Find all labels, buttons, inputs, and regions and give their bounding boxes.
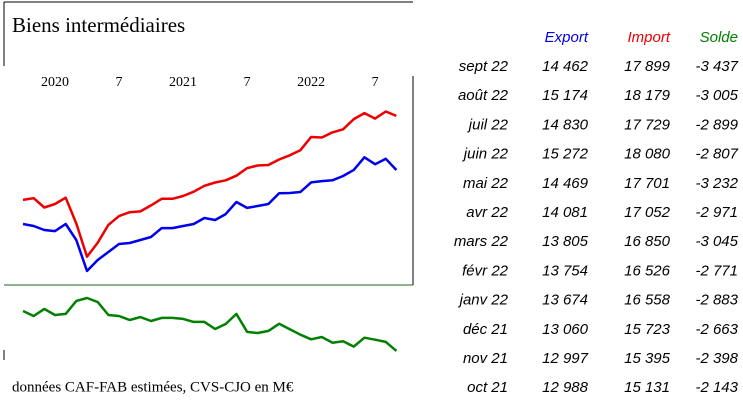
x-tick-label: 2021 <box>169 75 197 90</box>
x-tick-label: 2022 <box>297 75 325 90</box>
table-cell: 18 080 <box>624 146 671 163</box>
footnote: données CAF-FAB estimées, CVS-CJO en M€ <box>12 379 294 395</box>
table-cell: 17 052 <box>624 204 671 221</box>
table-cell: 13 674 <box>542 292 588 309</box>
table-cell: 15 723 <box>624 321 671 338</box>
table-cell: -2 971 <box>695 204 738 221</box>
table-cell: -2 883 <box>695 292 738 309</box>
x-tick-label: 2020 <box>41 75 69 90</box>
table-cell: 15 272 <box>542 146 589 163</box>
x-tick-label: 7 <box>116 75 123 90</box>
row-label: janv 22 <box>458 292 509 309</box>
row-label: févr 22 <box>462 262 509 279</box>
row-label: nov 21 <box>463 350 508 367</box>
legend-entry: Import <box>627 29 670 46</box>
table-cell: 17 701 <box>624 175 670 192</box>
table-cell: 17 899 <box>624 58 671 75</box>
table-cell: 14 469 <box>542 175 589 192</box>
table-cell: 13 754 <box>542 262 588 279</box>
row-label: sept 22 <box>459 58 509 75</box>
table-cell: -2 771 <box>695 262 738 279</box>
table-cell: 14 830 <box>542 116 589 133</box>
series-line <box>22 156 398 273</box>
table-cell: 16 850 <box>624 233 671 250</box>
row-label: déc 21 <box>463 321 508 338</box>
table-cell: 12 997 <box>542 350 589 367</box>
x-tick-label: 7 <box>372 75 379 90</box>
row-label: oct 21 <box>467 379 508 396</box>
row-label: juin 22 <box>462 146 509 163</box>
table-cell: -2 807 <box>695 146 738 163</box>
table-cell: 13 060 <box>542 321 589 338</box>
table-cell: 14 081 <box>542 204 588 221</box>
table-cell: -3 005 <box>695 87 738 104</box>
row-label: avr 22 <box>466 204 508 221</box>
row-label: juil 22 <box>467 116 509 133</box>
table-cell: -3 437 <box>695 58 738 75</box>
table-cell: 15 174 <box>542 87 588 104</box>
table-cell: -2 398 <box>695 350 738 367</box>
chart-title: Biens intermédiaires <box>12 13 185 37</box>
row-label: août 22 <box>458 87 509 104</box>
table-cell: 14 462 <box>542 58 589 75</box>
table-cell: 16 526 <box>624 262 671 279</box>
table-cell: 18 179 <box>624 87 671 104</box>
table-cell: -2 663 <box>695 321 738 338</box>
table-cell: 16 558 <box>624 292 671 309</box>
row-label: mars 22 <box>454 233 509 250</box>
table-cell: 15 395 <box>624 350 671 367</box>
series-line <box>22 110 397 258</box>
table-cell: 15 131 <box>624 379 670 396</box>
table-cell: 13 805 <box>542 233 589 250</box>
table-cell: 17 729 <box>624 116 671 133</box>
table-cell: -3 045 <box>695 233 738 250</box>
table-cell: -3 232 <box>695 175 738 192</box>
table-cell: 12 988 <box>542 379 589 396</box>
row-label: mai 22 <box>463 175 509 192</box>
table-cell: -2 899 <box>695 116 738 133</box>
table-cell: -2 143 <box>695 379 738 396</box>
legend-entry: Solde <box>700 29 738 46</box>
series-line <box>22 296 398 352</box>
legend-entry: Export <box>545 29 589 46</box>
x-tick-label: 7 <box>244 75 251 90</box>
